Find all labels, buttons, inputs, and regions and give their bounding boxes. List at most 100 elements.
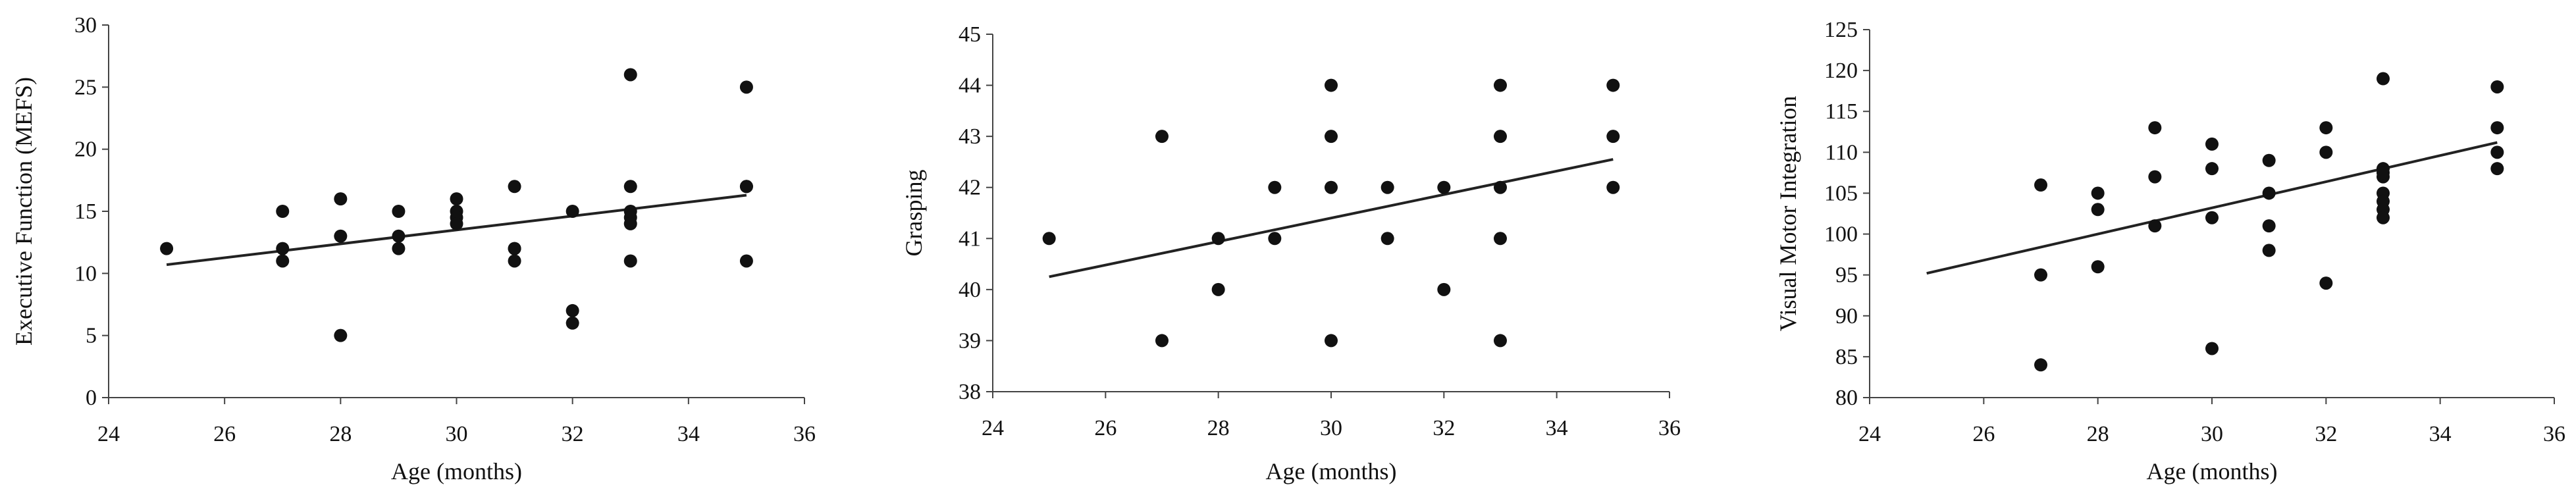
y-tick-label: 42 xyxy=(959,176,981,200)
x-tick-label: 36 xyxy=(2543,422,2565,446)
data-point xyxy=(2091,203,2105,217)
data-point xyxy=(2148,170,2162,184)
data-point xyxy=(1268,180,1282,194)
y-tick-label: 20 xyxy=(74,138,97,162)
data-point xyxy=(2377,166,2390,180)
data-point xyxy=(2262,219,2276,233)
data-point xyxy=(450,217,463,230)
data-point xyxy=(2034,268,2047,282)
y-tick-label: 100 xyxy=(1824,222,1858,247)
data-point xyxy=(565,205,579,218)
x-axis-label: Age (months) xyxy=(1266,458,1397,484)
data-point xyxy=(1325,180,1338,194)
data-point xyxy=(2091,186,2105,200)
x-tick-label: 32 xyxy=(2315,422,2337,446)
y-tick-label: 85 xyxy=(1835,345,1858,369)
data-point xyxy=(1437,282,1451,296)
data-point xyxy=(623,254,637,268)
data-point xyxy=(392,229,406,243)
x-tick-label: 30 xyxy=(446,422,468,446)
y-tick-label: 125 xyxy=(1824,18,1858,42)
data-point xyxy=(1494,334,1507,348)
data-point xyxy=(334,192,348,206)
y-tick-label: 0 xyxy=(86,386,97,410)
data-point xyxy=(1325,78,1338,92)
x-tick-label: 32 xyxy=(562,422,584,446)
y-tick-label: 39 xyxy=(959,328,981,353)
x-tick-label: 30 xyxy=(2201,422,2223,446)
data-point xyxy=(2205,137,2219,151)
y-tick-label: 120 xyxy=(1824,59,1858,83)
x-tick-label: 28 xyxy=(1207,416,1230,440)
data-point xyxy=(1380,232,1394,246)
data-point xyxy=(392,242,406,255)
y-tick-label: 43 xyxy=(959,124,981,149)
data-point xyxy=(565,316,579,330)
x-tick-label: 26 xyxy=(1094,416,1117,440)
data-point xyxy=(2262,244,2276,257)
y-tick-label: 44 xyxy=(959,74,981,98)
y-tick-label: 80 xyxy=(1835,386,1858,410)
data-point xyxy=(2490,80,2504,93)
data-point xyxy=(2490,145,2504,159)
data-point xyxy=(392,205,406,218)
y-tick-label: 15 xyxy=(74,199,97,224)
chart-panel-1: 0 5 10 15 20 25 30 24 26 28 30 32 34 36 Age (months) Ex… xyxy=(11,13,816,484)
data-point xyxy=(1155,130,1169,144)
data-point xyxy=(1211,282,1225,296)
data-point xyxy=(1268,232,1282,246)
data-point xyxy=(1494,232,1507,246)
data-point xyxy=(2377,72,2390,86)
y-tick-label: 110 xyxy=(1825,140,1858,165)
trend-line xyxy=(1926,141,2498,275)
data-point xyxy=(2205,162,2219,176)
data-point xyxy=(2490,121,2504,135)
data-point xyxy=(1494,78,1507,92)
x-tick-label: 34 xyxy=(2429,422,2452,446)
data-point xyxy=(1325,130,1338,144)
data-point xyxy=(160,242,174,255)
data-point xyxy=(2205,211,2219,224)
chart-panel-2: 38 39 40 41 42 43 44 45 24 26 28 30 32 34 36 Age (month… xyxy=(901,22,1681,484)
y-axis-label: Executive Function (MEFS) xyxy=(11,77,37,346)
x-tick-label: 28 xyxy=(329,422,352,446)
data-point xyxy=(565,303,579,317)
y-tick-label: 105 xyxy=(1824,181,1858,205)
data-point xyxy=(2262,186,2276,200)
data-point xyxy=(2148,219,2162,233)
x-tick-label: 26 xyxy=(1972,422,1995,446)
data-point xyxy=(508,242,521,255)
y-tick-label: 30 xyxy=(74,13,97,38)
data-point xyxy=(2490,162,2504,176)
data-point xyxy=(623,217,637,230)
data-point xyxy=(2319,276,2333,290)
data-point xyxy=(276,205,290,218)
data-point xyxy=(450,192,463,206)
x-tick-label: 30 xyxy=(1320,416,1342,440)
y-tick-label: 10 xyxy=(74,261,97,286)
data-point xyxy=(2034,178,2047,192)
x-tick-label: 34 xyxy=(677,422,700,446)
y-axis-label: Visual Motor Integration xyxy=(1775,96,1801,332)
data-point xyxy=(1606,130,1620,144)
data-point xyxy=(276,254,290,268)
data-point xyxy=(1606,78,1620,92)
data-point xyxy=(2319,145,2333,159)
x-tick-label: 26 xyxy=(213,422,236,446)
data-point xyxy=(2034,358,2047,372)
x-tick-label: 36 xyxy=(1658,416,1681,440)
x-tick-label: 34 xyxy=(1546,416,1568,440)
y-tick-label: 95 xyxy=(1835,263,1858,288)
x-tick-label: 24 xyxy=(982,416,1004,440)
chart-panel-3: 80 85 90 95 100 105 110 115 120 125 24 26 28 30 32 34 36… xyxy=(1775,18,2565,484)
data-point xyxy=(1042,232,1056,246)
y-tick-label: 25 xyxy=(74,75,97,99)
data-point xyxy=(623,180,637,194)
y-tick-label: 115 xyxy=(1825,99,1858,124)
data-point xyxy=(1325,334,1338,348)
x-tick-label: 28 xyxy=(2087,422,2109,446)
data-point xyxy=(2091,260,2105,274)
data-point xyxy=(276,242,290,255)
data-point xyxy=(739,80,753,94)
